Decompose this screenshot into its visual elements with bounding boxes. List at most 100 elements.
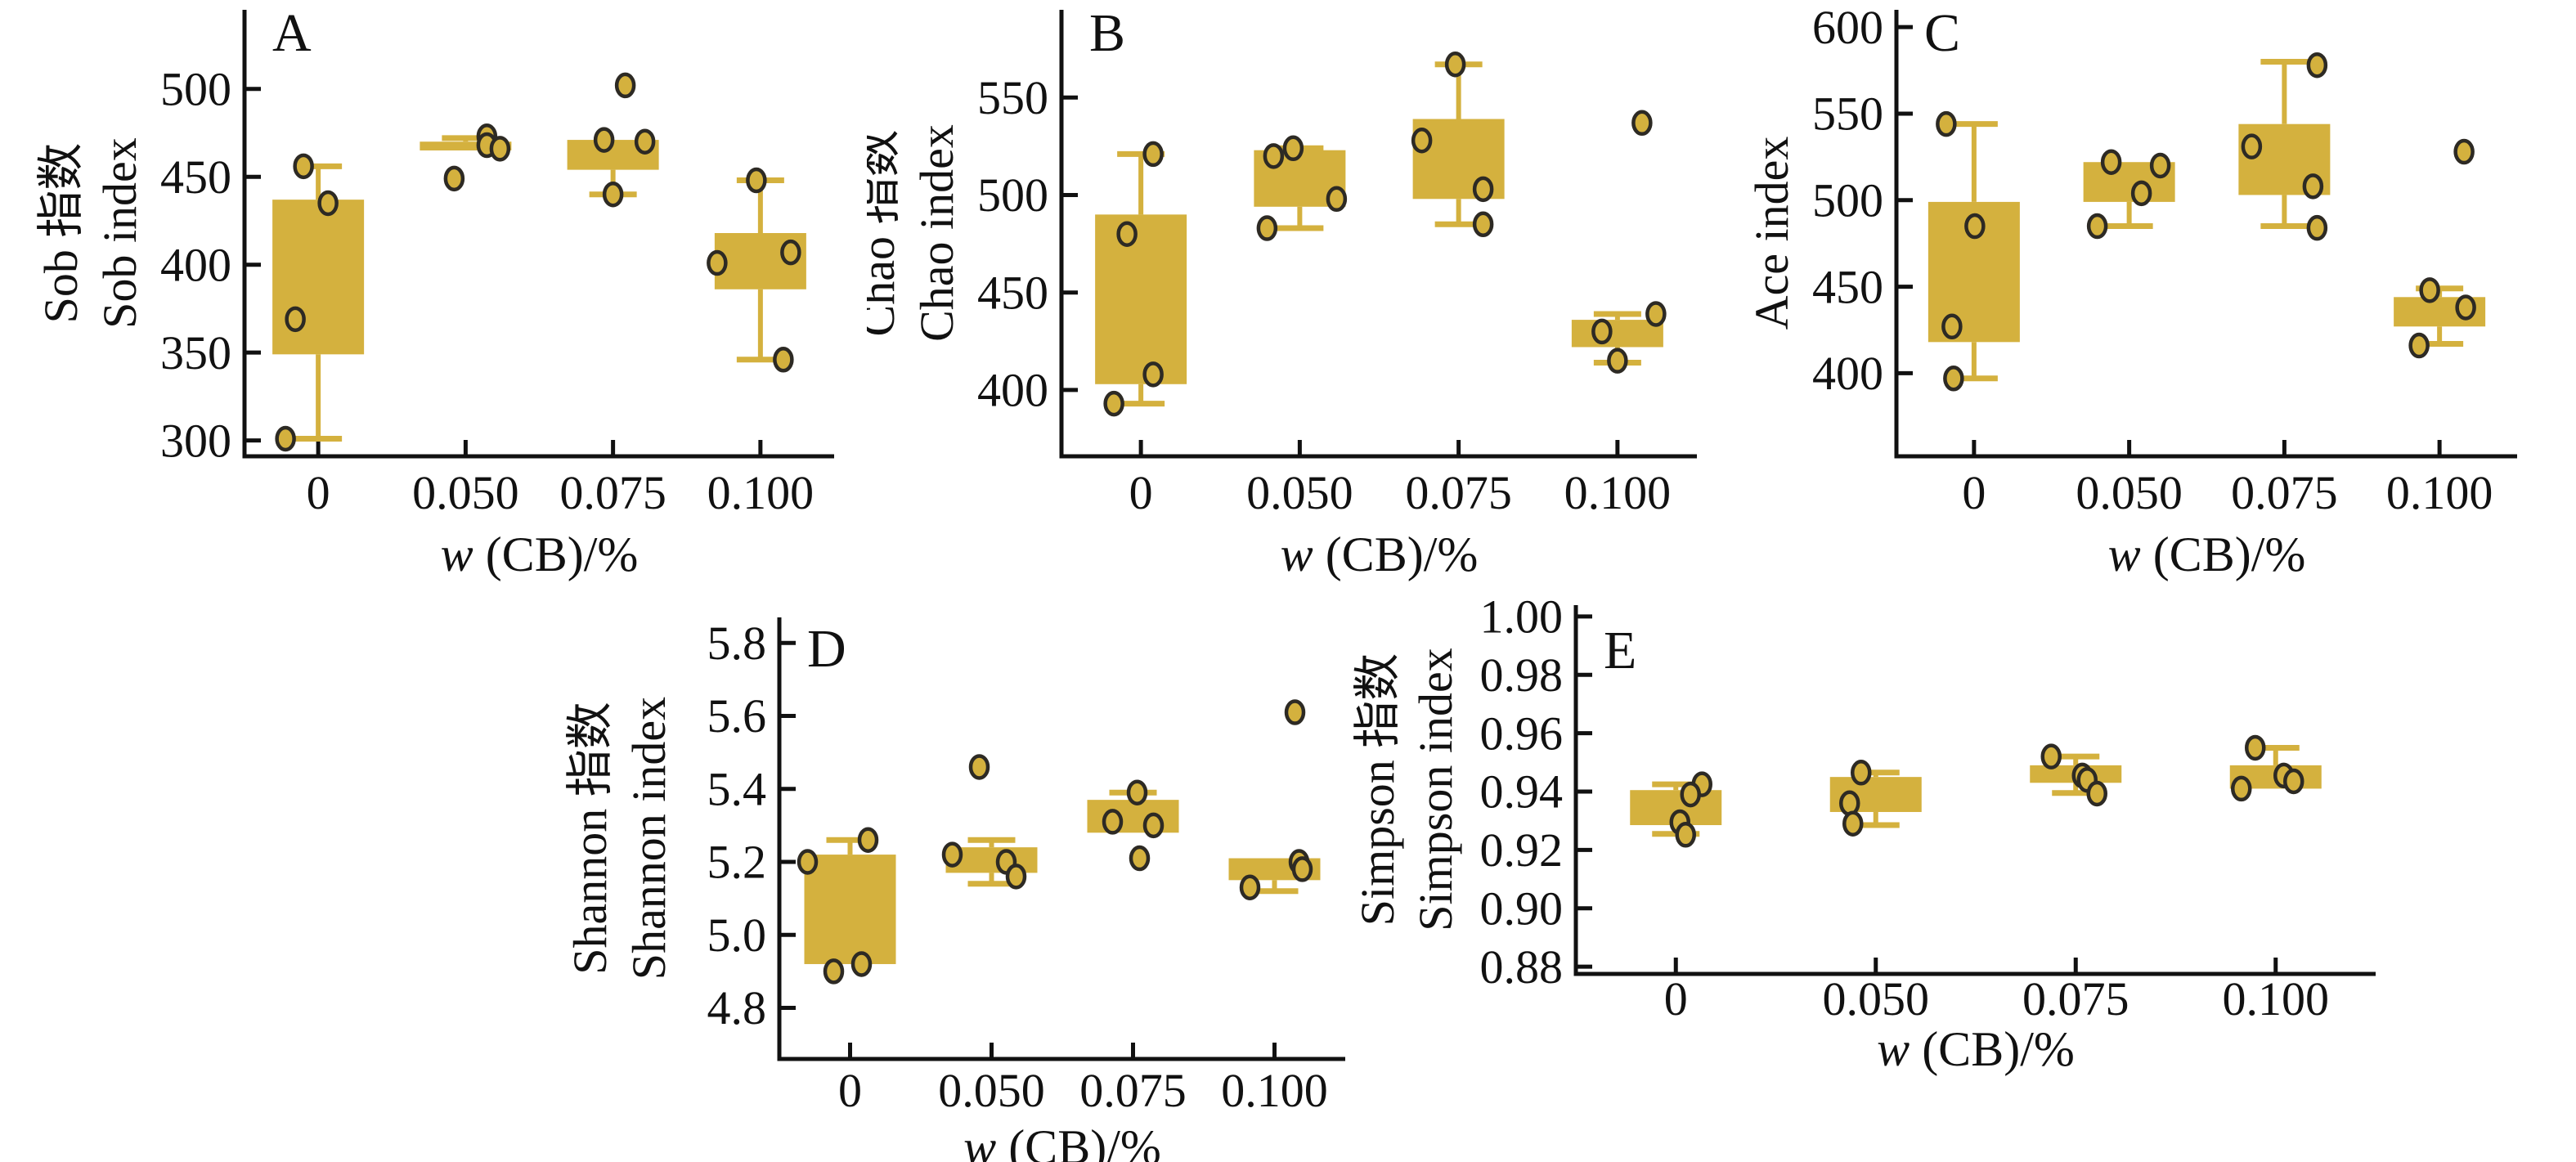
x-axis-title: w (CB)/% [441, 527, 639, 581]
box-group-0 [797, 827, 896, 985]
data-point [2149, 152, 2171, 179]
data-point [773, 347, 794, 373]
y-tick-label: 450 [1812, 260, 1883, 313]
data-point [1291, 856, 1313, 882]
data-point [1142, 361, 1164, 388]
x-tick-label: 0.075 [1405, 466, 1512, 519]
data-point [1129, 845, 1151, 872]
panel-letter: A [272, 3, 312, 63]
data-point [797, 849, 819, 875]
panel-a: 300 350 400 450 500 0 0.050 0.075 0.100 w (CB)/% S… [0, 0, 867, 581]
data-point [593, 127, 615, 153]
data-point [780, 239, 801, 266]
x-tick-label: 0.075 [559, 466, 666, 519]
x-tick-label: 0.100 [2223, 972, 2330, 1025]
y-tick-label: 0.88 [1480, 940, 1564, 994]
data-point [857, 827, 879, 853]
y-tick-label: 400 [1812, 347, 1883, 400]
y-tick-label: 550 [1812, 87, 1883, 141]
panel-b-chart: 400 450 500 550 0 0.050 0.075 0.100 w (CB)/% Chao… [867, 3, 1697, 581]
y-axis-title-en: Sob index [93, 137, 146, 329]
y-axis-title-en: Simpson index [1409, 648, 1462, 931]
box-group-0 [272, 153, 365, 452]
data-point [2086, 213, 2108, 240]
box-group-0.050 [1829, 760, 1922, 837]
y-tick-label: 1.00 [1480, 590, 1564, 644]
box-group-0.075 [1411, 52, 1505, 238]
data-point [1116, 221, 1138, 247]
data-point [2302, 173, 2324, 200]
data-point [2086, 780, 2107, 807]
y-tick-label: 0.90 [1480, 882, 1564, 935]
y-tick-label: 500 [1812, 174, 1883, 227]
x-tick-label: 0.050 [2076, 466, 2183, 519]
box [1087, 800, 1179, 833]
y-tick-label: 5.0 [707, 909, 767, 962]
box-group-0.100 [2229, 734, 2322, 802]
data-point [941, 841, 963, 868]
box [272, 200, 365, 355]
panel-d-chart: 4.8 5.0 5.2 5.4 5.6 5.8 0 0.050 0.075 0.100 w (CB)… [563, 617, 1345, 1162]
data-point [2455, 294, 2476, 321]
data-point [317, 190, 339, 217]
data-point [293, 153, 314, 180]
data-point [1103, 390, 1124, 417]
y-tick-label: 4.8 [707, 981, 767, 1034]
y-axis-title-zh: Simpson 指数 [1351, 653, 1404, 926]
box-group-0 [1095, 141, 1187, 417]
box [804, 855, 896, 964]
box-group-0.075 [2030, 743, 2122, 807]
x-tick-label: 0.100 [707, 466, 815, 519]
data-point [1645, 301, 1667, 327]
data-point [1005, 864, 1027, 890]
y-tick-label: 500 [160, 62, 231, 115]
data-point [1680, 781, 1701, 808]
panel-e-chart: 0.880.900.920.940.960.981.00 0 0.050 0.075 0… [1351, 590, 2376, 1076]
panel-letter: E [1604, 621, 1636, 680]
data-point [1472, 176, 1494, 203]
data-point [2130, 180, 2152, 207]
data-point [1142, 141, 1164, 168]
y-axis-title-en: Shannon index [622, 697, 675, 980]
panel-letter: B [1089, 3, 1125, 63]
y-tick-label: 5.6 [707, 689, 767, 743]
x-tick-label: 0.100 [2386, 466, 2493, 519]
data-point [443, 165, 465, 192]
panel-a-chart: 300 350 400 450 500 0 0.050 0.075 0.100 w (CB)/% S… [34, 3, 834, 581]
box-group-0 [1928, 110, 2020, 392]
y-axis-title-en: Ace index [1745, 137, 1798, 330]
data-point [1675, 822, 1696, 848]
x-axis-title: w (CB)/% [1281, 527, 1479, 581]
y-tick-label: 500 [977, 168, 1048, 222]
data-point [1284, 699, 1306, 725]
panel-c-chart: 400 450 500 550 600 0 0.050 0.075 0.100 w (CB)/% A… [1734, 1, 2517, 581]
x-tick-label: 0.100 [1564, 466, 1672, 519]
data-point [1839, 790, 1860, 817]
data-point [634, 128, 656, 155]
y-tick-label: 300 [160, 414, 231, 467]
data-point [2245, 734, 2266, 761]
data-point [1282, 135, 1304, 162]
y-tick-label: 5.4 [707, 762, 767, 815]
panel-e: 0.88 0.90 0.92 0.94 0.96 0.98 1.00 0 0.050 0.075 0… [1349, 581, 2412, 1162]
x-tick-label: 0 [307, 466, 330, 519]
x-tick-label: 0.075 [1079, 1064, 1187, 1117]
panel-d: 4.8 5.0 5.2 5.4 5.6 5.8 0 0.050 0.075 0.100 w (CB)… [458, 581, 1382, 1162]
y-tick-label: 0.92 [1480, 823, 1564, 877]
y-tick-label: 550 [977, 71, 1048, 124]
data-point [1631, 110, 1653, 137]
data-point [1842, 810, 1864, 837]
y-tick-label: 0.98 [1480, 648, 1564, 702]
data-point [2306, 52, 2328, 79]
x-axis-title: w (CB)/% [2108, 527, 2306, 581]
y-axis-title-zh: Sob 指数 [34, 143, 88, 324]
data-point [823, 958, 845, 985]
data-point [1964, 213, 1986, 240]
data-point [602, 181, 624, 208]
y-tick-label: 5.8 [707, 617, 767, 670]
x-axis-title: w (CB)/% [1877, 1022, 2075, 1076]
panel-b: 400 450 500 550 0 0.050 0.075 0.100 w (CB)/% Chao… [867, 0, 1734, 581]
data-point [1142, 812, 1165, 839]
y-tick-label: 0.94 [1480, 765, 1564, 819]
